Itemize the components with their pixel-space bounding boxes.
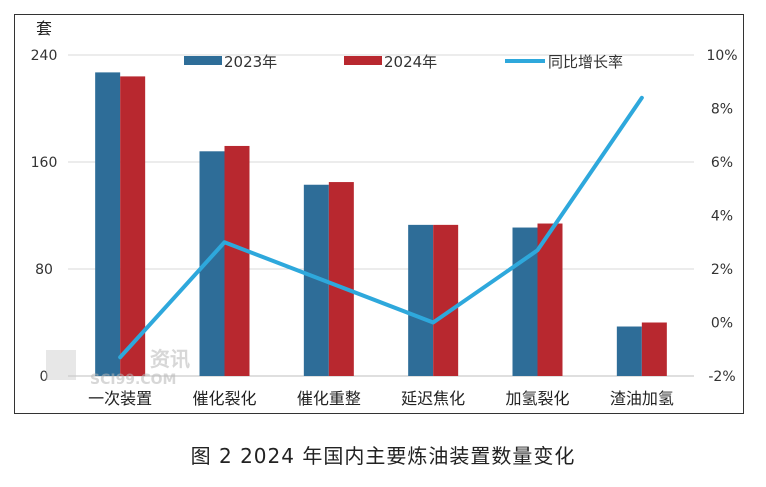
watermark: 资讯 SCI99.COM [46, 347, 190, 388]
bar-group [95, 72, 667, 377]
gridlines [68, 54, 694, 377]
bar-series2 [433, 224, 459, 376]
legend: 2023年 2024年 同比增长率 [184, 53, 623, 71]
bar-series2 [328, 182, 354, 376]
bar-series2 [120, 76, 146, 377]
category-labels: 一次装置 催化裂化 催化重整 延迟焦化 加氢裂化 渣油加氢 [88, 389, 674, 408]
bar-series1 [616, 326, 642, 376]
watermark-url: SCI99.COM [90, 372, 176, 388]
legend-label: 2024年 [384, 53, 437, 71]
legend-swatch [184, 56, 222, 65]
y-tick-label: 0 [40, 369, 49, 385]
category-label: 一次装置 [88, 389, 152, 408]
bar-series2 [537, 223, 563, 376]
y2-tick-label: 2% [711, 262, 733, 278]
legend-label: 2023年 [224, 53, 277, 71]
category-label: 延迟焦化 [401, 389, 465, 408]
y2-tick-label: 8% [711, 102, 733, 118]
left-axis-ticks: 0 80 160 240 [31, 48, 58, 385]
legend-swatch [344, 56, 382, 65]
y2-tick-label: 0% [711, 316, 733, 332]
category-label: 加氢裂化 [505, 389, 569, 408]
y-tick-label: 80 [35, 262, 53, 278]
y-tick-label: 240 [31, 48, 58, 64]
growth-line [118, 95, 644, 360]
right-axis-ticks: -2% 0% 2% 4% 6% 8% 10% [706, 48, 737, 385]
category-label: 催化裂化 [192, 389, 256, 408]
bar-series1 [95, 72, 121, 376]
bar-series1 [512, 227, 538, 376]
bar-series2 [224, 145, 250, 376]
y2-tick-label: -2% [708, 369, 735, 385]
growth-line-group [118, 95, 644, 360]
legend-label: 同比增长率 [548, 53, 623, 71]
watermark-logo-icon [46, 350, 76, 380]
category-label: 催化重整 [297, 389, 361, 408]
y2-tick-label: 6% [711, 155, 733, 171]
figure-caption: 图 2 2024 年国内主要炼油装置数量变化 [190, 444, 576, 468]
y2-tick-label: 4% [711, 209, 733, 225]
bar-series2 [641, 322, 667, 376]
y-axis-unit-label: 套 [36, 19, 52, 38]
y2-tick-label: 10% [706, 48, 737, 64]
y-tick-label: 160 [31, 155, 58, 171]
bar-series1 [408, 224, 434, 376]
category-label: 渣油加氢 [610, 389, 674, 408]
watermark-text: 资讯 [150, 347, 190, 371]
